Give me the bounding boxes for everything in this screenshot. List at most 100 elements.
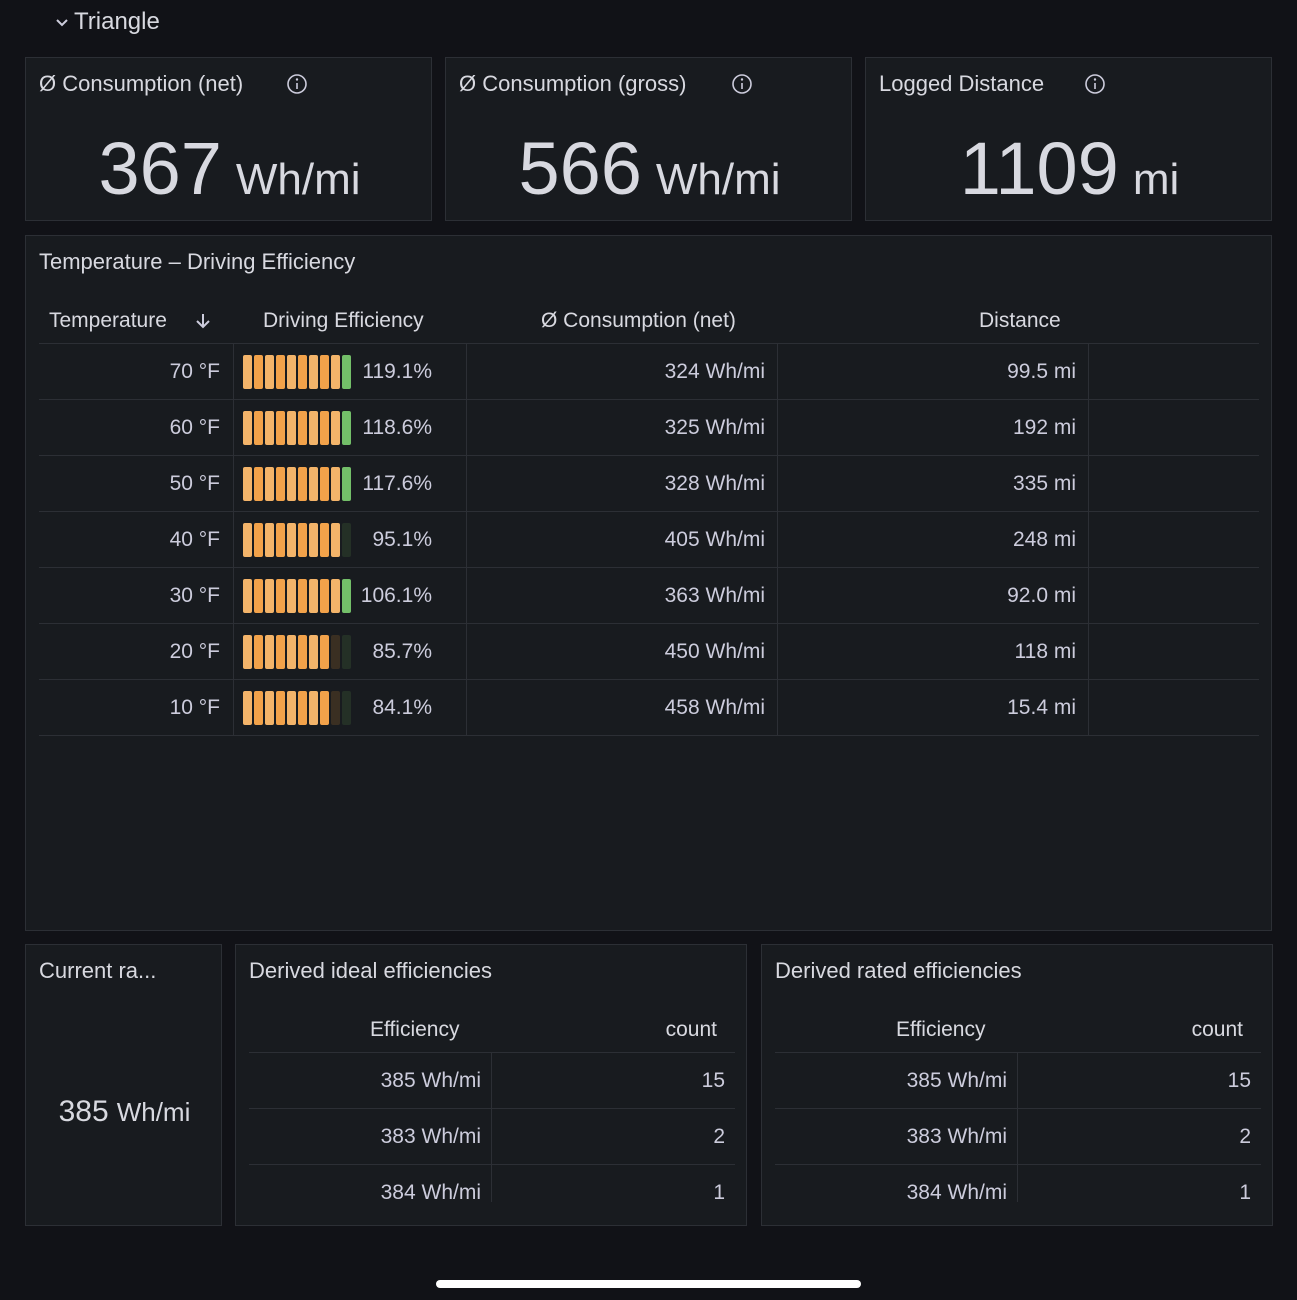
gauge-segment [254, 355, 263, 389]
distance-cell: 99.5 mi [1007, 360, 1076, 383]
column-divider [777, 344, 778, 399]
count-cell: 15 [1227, 1069, 1251, 1092]
stat-panel: Ø Consumption (gross) 566 Wh/mi [445, 57, 852, 221]
gauge-segment [298, 411, 307, 445]
temperature-cell: 60 °F [169, 416, 220, 439]
consumption-cell: 363 Wh/mi [664, 584, 765, 607]
stat-value: 566 [518, 127, 642, 210]
column-header[interactable]: count [665, 1018, 717, 1041]
row-divider [39, 679, 1259, 680]
table-panel: Temperature – Driving Efficiency Temperat… [25, 235, 1272, 931]
temperature-cell: 10 °F [169, 696, 220, 719]
gauge-segment [265, 467, 274, 501]
stat-value-row: 1109 mi [866, 126, 1271, 211]
stat-value: 1109 [959, 127, 1119, 210]
column-divider [1088, 512, 1089, 567]
gauge-segment [276, 355, 285, 389]
column-divider [777, 400, 778, 455]
gauge-segment [287, 355, 296, 389]
gauge-segment [254, 523, 263, 557]
gauge-segment [331, 523, 340, 557]
section-header[interactable]: Triangle [54, 8, 160, 36]
stat-value-row: 566 Wh/mi [446, 126, 851, 211]
gauge-segment [287, 467, 296, 501]
gauge-segment [298, 635, 307, 669]
column-header[interactable]: Efficiency [370, 1018, 460, 1041]
row-divider [775, 1164, 1261, 1165]
stat-unit: Wh/mi [655, 155, 781, 204]
panel-title: Temperature – Driving Efficiency [39, 249, 356, 274]
gauge-segment [331, 355, 340, 389]
gauge-segment [276, 411, 285, 445]
gauge-segment [276, 523, 285, 557]
stat-unit: Wh/mi [235, 155, 361, 204]
gauge-segment [309, 523, 318, 557]
gauge-segment [298, 467, 307, 501]
gauge-segment [243, 579, 252, 613]
gauge-segment [342, 411, 351, 445]
efficiency-gauge [243, 411, 355, 445]
info-icon[interactable] [731, 73, 753, 100]
column-divider [233, 568, 234, 623]
info-icon[interactable] [286, 73, 308, 100]
column-divider [1088, 400, 1089, 455]
consumption-cell: 324 Wh/mi [664, 360, 765, 383]
gauge-segment [276, 635, 285, 669]
consumption-cell: 458 Wh/mi [664, 696, 765, 719]
panel-title: Derived rated efficiencies [775, 958, 1022, 983]
column-divider [466, 344, 467, 399]
row-divider [39, 399, 1259, 400]
column-header[interactable]: Temperature [49, 309, 167, 332]
column-divider [233, 512, 234, 567]
stat-unit: mi [1132, 155, 1180, 204]
temperature-cell: 70 °F [169, 360, 220, 383]
sort-icon [194, 311, 212, 336]
gauge-segment [287, 523, 296, 557]
gauge-segment [309, 579, 318, 613]
efficiency-gauge [243, 579, 355, 613]
gauge-segment [320, 411, 329, 445]
column-divider [466, 456, 467, 511]
efficiency-gauge [243, 523, 355, 557]
column-header[interactable]: Distance [979, 309, 1061, 332]
column-divider [491, 1109, 492, 1164]
gauge-segment [287, 635, 296, 669]
column-divider [1088, 344, 1089, 399]
chevron-icon [56, 18, 68, 27]
column-divider [233, 400, 234, 455]
distance-cell: 118 mi [1014, 640, 1076, 663]
gauge-segment [276, 467, 285, 501]
stat-value: 367 [98, 127, 222, 210]
stat-panel: Ø Consumption (net) 367 Wh/mi [25, 57, 432, 221]
gauge-segment [342, 523, 351, 557]
column-divider [1017, 1165, 1018, 1202]
column-header[interactable]: Driving Efficiency [263, 309, 424, 332]
column-divider [1088, 456, 1089, 511]
info-icon[interactable] [1084, 73, 1106, 100]
table-body: 385 Wh/mi 15 383 Wh/mi 2 384 Wh/mi 1 [236, 1053, 746, 1202]
gauge-segment [254, 635, 263, 669]
efficiency-label: 95.1% [372, 528, 432, 551]
efficiency-cell: 383 Wh/mi [906, 1125, 1007, 1148]
gauge-segment [276, 579, 285, 613]
temperature-cell: 50 °F [169, 472, 220, 495]
gauge-segment [331, 411, 340, 445]
distance-cell: 335 mi [1012, 472, 1076, 495]
column-header[interactable]: Efficiency [896, 1018, 986, 1041]
efficiency-label: 84.1% [372, 696, 432, 719]
row-divider [775, 1108, 1261, 1109]
gauge-segment [331, 579, 340, 613]
efficiency-gauge [243, 691, 355, 725]
section-title: Triangle [74, 8, 160, 35]
gauge-segment [309, 467, 318, 501]
column-header[interactable]: count [1191, 1018, 1243, 1041]
row-divider [39, 567, 1259, 568]
gauge-segment [243, 523, 252, 557]
gauge-segment [309, 355, 318, 389]
gauge-segment [265, 635, 274, 669]
column-divider [233, 456, 234, 511]
column-header[interactable]: Ø Consumption (net) [541, 309, 736, 332]
column-divider [466, 680, 467, 735]
row-divider [39, 623, 1259, 624]
